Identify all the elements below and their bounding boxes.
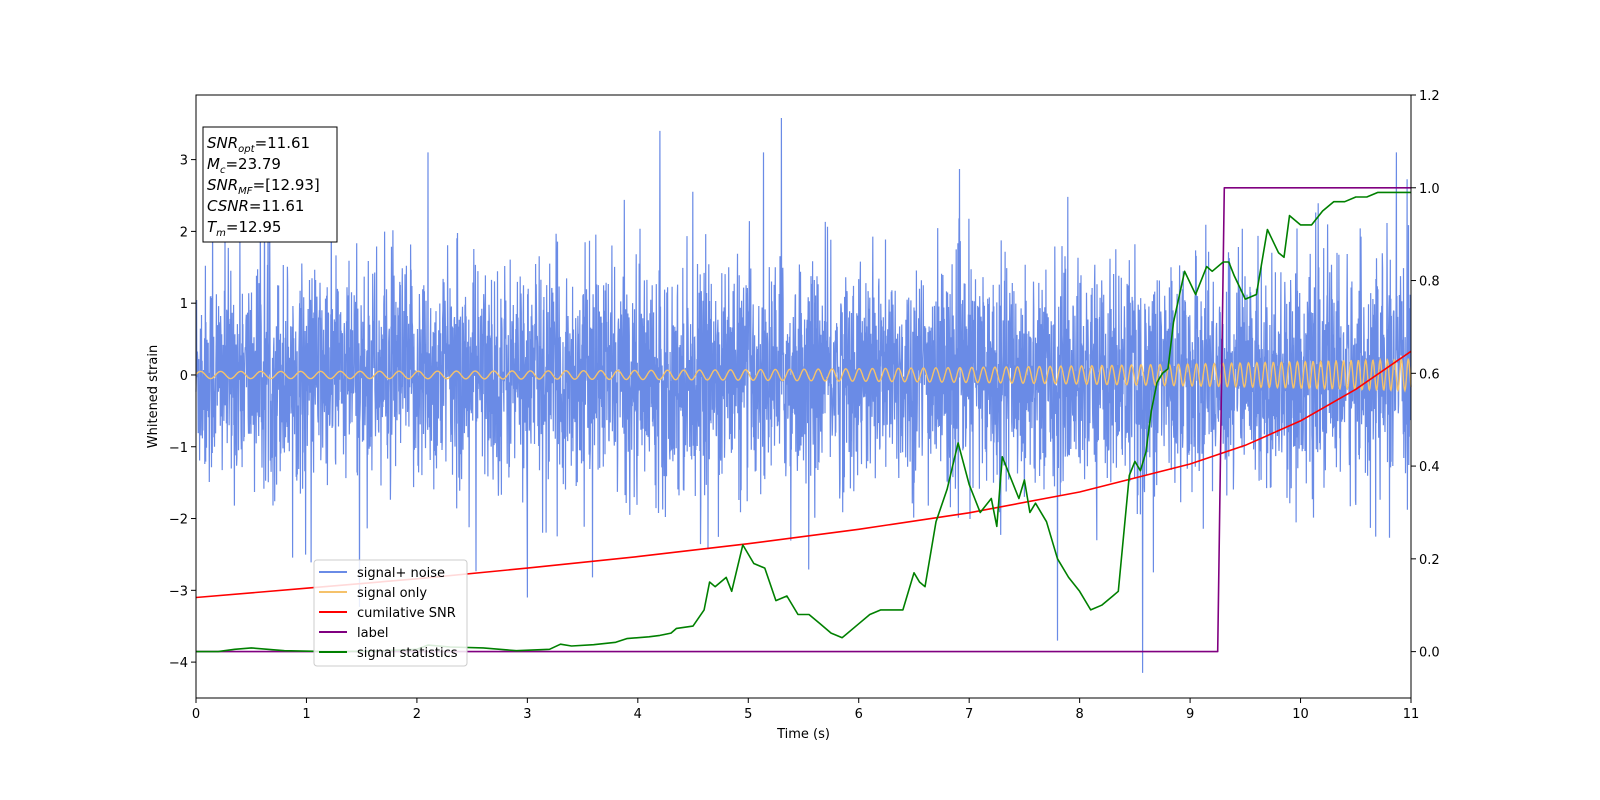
annotation-line: Tm=12.95 [207, 218, 281, 239]
annotation-box: SNRopt=11.61Mc=23.79SNRMF=[12.93]CSNR=11… [202, 126, 338, 243]
legend-label: label [357, 626, 388, 641]
y2-tick-label: 0.0 [1419, 646, 1440, 661]
x-tick-label: 5 [744, 707, 752, 722]
x-axis: 0 1 2 3 4 5 6 7 8 9 10 11 [192, 698, 1419, 722]
annotation-frame [202, 126, 338, 243]
legend-frame [313, 559, 468, 667]
y-tick-label: 3 [180, 154, 188, 169]
y2-tick-label: 1.0 [1419, 182, 1440, 197]
series-signal-statistics [196, 191, 1411, 653]
x-tick-label: 7 [965, 707, 973, 722]
y-axis-right: 1.2 1.0 0.8 0.6 0.4 0.2 0.0 [1411, 89, 1440, 661]
series-label [196, 187, 1411, 653]
legend-label: signal statistics [357, 646, 458, 661]
y-tick-label: 0 [180, 369, 188, 384]
x-tick-label: 10 [1292, 707, 1309, 722]
y-axis-label: Whitened strain [146, 345, 161, 448]
x-tick-label: 6 [855, 707, 863, 722]
y2-tick-label: 0.8 [1419, 275, 1440, 290]
annotation-line: SNRopt=11.61 [207, 134, 310, 155]
x-tick-label: 0 [192, 707, 200, 722]
y2-tick-label: 0.4 [1419, 460, 1440, 475]
y-axis-left: 3 2 1 0 −1 −2 −3 −4 [169, 154, 196, 671]
legend-label: signal only [357, 586, 427, 601]
plot-frame [195, 94, 1412, 699]
annotation-line: Mc=23.79 [207, 155, 281, 176]
x-tick-label: 8 [1075, 707, 1083, 722]
annotation-line: SNRMF=[12.93] [207, 176, 320, 197]
x-tick-label: 3 [523, 707, 531, 722]
x-tick-label: 1 [302, 707, 310, 722]
annotation-line: CSNR=11.61 [207, 197, 304, 215]
x-axis-label: Time (s) [776, 727, 830, 742]
x-tick-label: 11 [1403, 707, 1420, 722]
x-tick-label: 2 [413, 707, 421, 722]
y-tick-label: −1 [169, 441, 188, 456]
y-tick-label: −3 [169, 584, 188, 599]
y2-tick-label: 0.6 [1419, 367, 1440, 382]
y-tick-label: 2 [180, 225, 188, 240]
series-signal-noise [195, 117, 1412, 673]
y2-tick-label: 1.2 [1419, 89, 1440, 104]
series-signal-only [195, 357, 1412, 393]
legend-label: cumilative SNR [357, 606, 456, 621]
y-tick-label: 1 [180, 297, 188, 312]
x-tick-label: 9 [1186, 707, 1194, 722]
y-tick-label: −2 [169, 513, 188, 528]
y-tick-label: −4 [169, 656, 188, 671]
noise-layer [195, 117, 1412, 673]
y2-tick-label: 0.2 [1419, 553, 1440, 568]
x-tick-label: 4 [634, 707, 642, 722]
legend-label: signal+ noise [357, 566, 445, 581]
legend: signal+ noise signal only cumilative SNR la… [313, 559, 468, 667]
